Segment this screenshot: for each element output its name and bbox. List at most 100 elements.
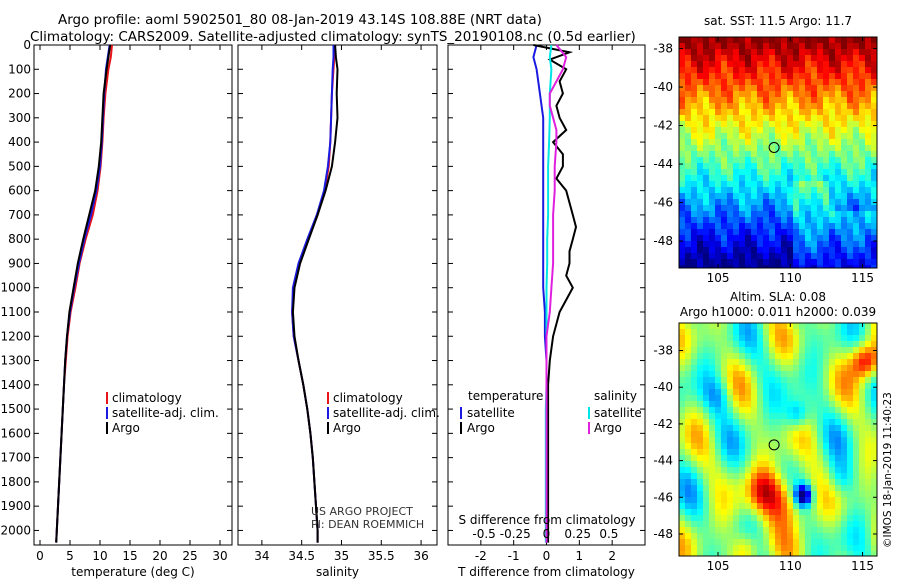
heatmap-cell [787, 235, 794, 242]
heatmap-cell [775, 193, 782, 200]
heatmap-cell [787, 115, 794, 122]
heatmap-cell [763, 353, 770, 360]
heatmap-cell [691, 479, 698, 486]
heatmap-cell [727, 199, 734, 206]
heatmap-cell [817, 443, 824, 450]
heatmap-cell [853, 73, 860, 80]
heatmap-cell [793, 115, 800, 122]
heatmap-cell [727, 175, 734, 182]
heatmap-cell [829, 335, 836, 342]
heatmap-cell [841, 133, 848, 140]
heatmap-cell [781, 223, 788, 230]
heatmap-cell [685, 371, 692, 378]
heatmap-cell [745, 61, 752, 68]
heatmap-cell [805, 37, 812, 44]
heatmap-cell [823, 157, 830, 164]
heatmap-cell [841, 485, 848, 492]
heatmap-cell [817, 539, 824, 546]
heatmap-cell [781, 211, 788, 218]
heatmap-cell [679, 479, 686, 486]
heatmap-cell [679, 115, 686, 122]
heatmap-cell [685, 229, 692, 236]
heatmap-cell [745, 353, 752, 360]
heatmap-cell [715, 163, 722, 170]
heatmap-cell [733, 353, 740, 360]
heatmap-cell [847, 461, 854, 468]
heatmap-cell [847, 97, 854, 104]
heatmap-cell [691, 467, 698, 474]
heatmap-cell [733, 347, 740, 354]
heatmap-cell [739, 163, 746, 170]
heatmap-cell [751, 229, 758, 236]
heatmap-cell [679, 145, 686, 152]
heatmap-cell [799, 329, 806, 336]
heatmap-cell [715, 199, 722, 206]
heatmap-cell [793, 539, 800, 546]
heatmap-cell [829, 145, 836, 152]
heatmap-cell [823, 455, 830, 462]
heatmap-cell [859, 229, 866, 236]
heatmap-cell [823, 545, 830, 552]
heatmap-cell [697, 61, 704, 68]
heatmap-cell [847, 377, 854, 384]
heatmap-cell [691, 79, 698, 86]
top-tick-label: 0.5 [599, 527, 618, 541]
heatmap-cell [871, 109, 878, 116]
heatmap-cell [709, 61, 716, 68]
heatmap-cell [811, 187, 818, 194]
heatmap-cell [871, 229, 878, 236]
heatmap-cell [799, 175, 806, 182]
heatmap-cell [805, 527, 812, 534]
heatmap-cell [691, 401, 698, 408]
heatmap-cell [757, 205, 764, 212]
heatmap-cell [697, 389, 704, 396]
heatmap-cell [757, 509, 764, 516]
heatmap-cell [859, 97, 866, 104]
heatmap-cell [781, 229, 788, 236]
heatmap-cell [841, 353, 848, 360]
y-tick-label: -40 [653, 80, 673, 94]
heatmap-cell [751, 157, 758, 164]
heatmap-cell [793, 533, 800, 540]
heatmap-cell [703, 353, 710, 360]
heatmap-cell [685, 163, 692, 170]
heatmap-cell [841, 247, 848, 254]
heatmap-cell [829, 395, 836, 402]
heatmap-cell [781, 467, 788, 474]
heatmap-cell [805, 323, 812, 330]
heatmap-cell [727, 235, 734, 242]
heatmap-cell [739, 533, 746, 540]
heatmap-cell [835, 229, 842, 236]
heatmap-cell [757, 235, 764, 242]
heatmap-cell [751, 407, 758, 414]
heatmap-cell [739, 121, 746, 128]
heatmap-cell [871, 443, 878, 450]
heatmap-cell [787, 431, 794, 438]
heatmap-cell [823, 163, 830, 170]
heatmap-cell [679, 151, 686, 158]
heatmap-cell [679, 43, 686, 50]
heatmap-cell [691, 503, 698, 510]
heatmap-cell [685, 515, 692, 522]
heatmap-cell [793, 425, 800, 432]
heatmap-cell [841, 103, 848, 110]
heatmap-cell [841, 329, 848, 336]
heatmap-cell [805, 365, 812, 372]
y-tick-label: 1100 [0, 305, 31, 319]
heatmap-cell [715, 205, 722, 212]
heatmap-cell [841, 55, 848, 62]
x-tick-label: 30 [212, 549, 227, 563]
heatmap-cell [823, 145, 830, 152]
heatmap-cell [721, 211, 728, 218]
heatmap-cell [709, 97, 716, 104]
heatmap-cell [709, 329, 716, 336]
heatmap-cell [787, 365, 794, 372]
heatmap-cell [805, 521, 812, 528]
heatmap-cell [769, 533, 776, 540]
heatmap-cell [829, 371, 836, 378]
heatmap-cell [811, 329, 818, 336]
heatmap-cell [715, 377, 722, 384]
heatmap-cell [751, 545, 758, 552]
heatmap-cell [799, 431, 806, 438]
